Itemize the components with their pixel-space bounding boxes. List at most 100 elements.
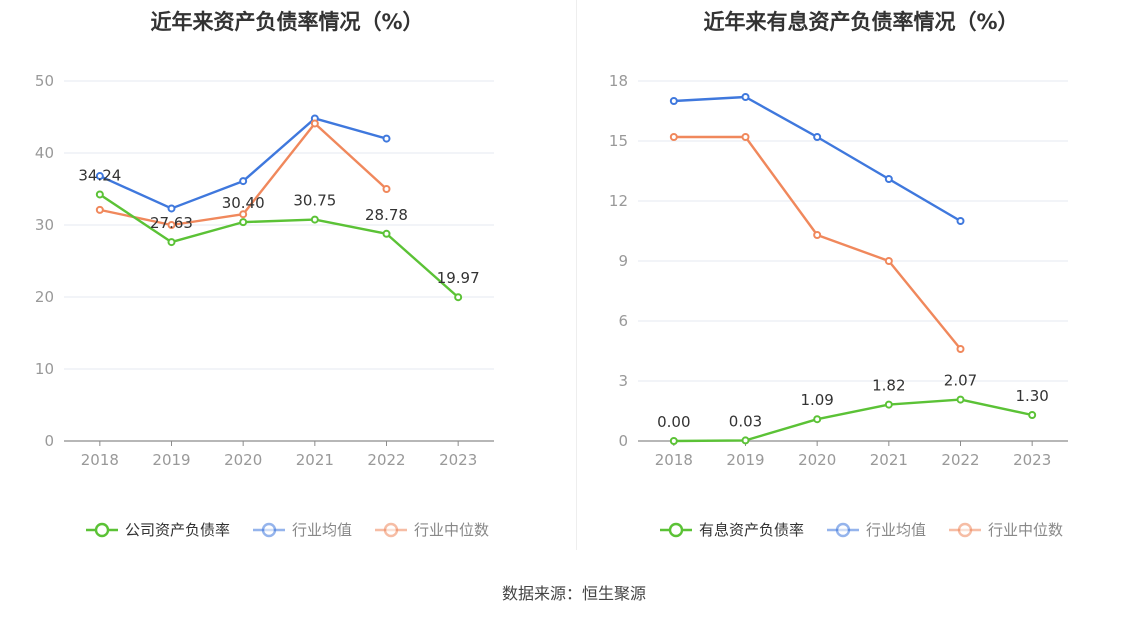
data-point: [669, 133, 678, 141]
legend-label: 公司资产负债率: [124, 521, 230, 539]
chart-panel-interest-debt-ratio: 近年来有息资产负债率情况（%） 0 3 6 9 12 15 18 2018 2019 2020 20…: [574, 0, 1148, 560]
line-chart-debt-ratio: 0 10 20 30 40 50 2018 2019 2020 2021 2022 2023 34.24…: [35, 72, 494, 469]
data-point: [741, 436, 750, 445]
data-point: [956, 345, 965, 353]
x-tick-label: 2022: [367, 451, 405, 469]
data-label: 30.40: [222, 194, 265, 212]
y-tick-label: 12: [609, 192, 628, 210]
y-tick-label: 40: [35, 144, 54, 162]
legend-label: 行业均值: [291, 521, 352, 539]
data-point: [167, 238, 176, 247]
series-line: [673, 95, 962, 223]
data-label: 1.82: [872, 377, 905, 395]
data-point: [167, 204, 176, 213]
x-tick-label: 2022: [941, 451, 979, 469]
data-label: 34.24: [78, 166, 121, 184]
series-line: [673, 398, 1033, 443]
legend-label: 行业中位数: [414, 521, 490, 539]
x-tick-label: 2023: [439, 451, 477, 469]
x-tick-label: 2019: [152, 451, 190, 469]
data-label: 0.03: [729, 412, 762, 430]
data-label: 28.78: [365, 206, 408, 224]
legend-item[interactable]: 公司资产负债率: [85, 519, 230, 540]
data-point: [884, 257, 893, 265]
data-label: 30.75: [293, 192, 336, 210]
y-tick-label: 6: [618, 312, 628, 330]
data-point: [454, 293, 463, 302]
data-point: [813, 231, 822, 239]
data-point: [382, 134, 391, 143]
line-chart-interest-debt-ratio: 0 3 6 9 12 15 18 2018 2019 2020 2021 2022 2023 0.00 0.…: [609, 72, 1068, 469]
data-point: [1028, 411, 1037, 419]
panel-divider: [576, 0, 577, 550]
data-point: [741, 133, 750, 141]
data-point: [95, 172, 104, 181]
data-point: [239, 210, 248, 219]
series-line: [99, 193, 459, 299]
y-tick-label: 50: [35, 72, 54, 90]
chart-title: 近年来资产负债率情况（%）: [150, 10, 424, 34]
data-point: [956, 395, 965, 404]
data-label: 1.30: [1015, 387, 1048, 405]
legend-item[interactable]: 行业均值: [252, 519, 352, 540]
y-tick-label: 0: [618, 432, 628, 450]
legend-item[interactable]: 有息资产负债率: [659, 519, 804, 540]
legend-line-circle-icon: [826, 522, 859, 537]
legend-label: 有息资产负债率: [698, 521, 804, 539]
data-label: 19.97: [437, 269, 480, 287]
x-tick-label: 2021: [296, 451, 334, 469]
data-point: [239, 177, 248, 186]
legend-line-circle-icon: [252, 522, 285, 537]
legend-item[interactable]: 行业均值: [826, 519, 926, 540]
y-tick-label: 15: [609, 132, 628, 150]
x-tick-label: 2018: [655, 451, 693, 469]
data-point: [382, 185, 391, 193]
chart-legend: 公司资产负债率 行业均值 行业中位数: [0, 519, 574, 540]
y-tick-label: 3: [618, 372, 628, 390]
legend-line-circle-icon: [375, 522, 407, 537]
data-point: [95, 190, 104, 199]
y-tick-label: 20: [35, 288, 54, 306]
data-point: [310, 119, 319, 128]
legend-item[interactable]: 行业中位数: [374, 519, 489, 540]
data-point: [884, 175, 893, 183]
legend-line-circle-icon: [949, 522, 981, 537]
x-tick-label: 2023: [1013, 451, 1051, 469]
legend-line-circle-icon: [659, 522, 692, 537]
data-point: [813, 133, 822, 141]
data-source-note: 数据来源：恒生聚源: [501, 584, 646, 603]
data-point: [669, 437, 678, 445]
data-point: [310, 215, 319, 224]
y-tick-label: 30: [35, 216, 54, 234]
y-tick-label: 9: [618, 252, 628, 270]
y-tick-label: 18: [609, 72, 628, 90]
legend-line-circle-icon: [85, 522, 118, 537]
data-point: [167, 221, 176, 229]
x-tick-label: 2020: [798, 451, 836, 469]
x-tick-label: 2019: [726, 451, 764, 469]
chart-legend: 有息资产负债率 行业均值 行业中位数: [574, 519, 1148, 540]
y-tick-label: 10: [35, 360, 54, 378]
x-tick-label: 2021: [870, 451, 908, 469]
legend-label: 行业均值: [865, 521, 926, 539]
chart-panel-debt-ratio: 近年来资产负债率情况（%） 0 10 20 30 40 50 2018 2019 2020 202…: [0, 0, 574, 560]
y-tick-label: 0: [44, 432, 54, 450]
data-label: 27.63: [150, 214, 193, 232]
data-point: [382, 229, 391, 238]
x-tick-label: 2018: [81, 451, 119, 469]
data-label: 0.00: [657, 413, 690, 431]
legend-label: 行业中位数: [988, 521, 1064, 539]
data-label: 2.07: [944, 372, 977, 390]
data-point: [741, 93, 750, 101]
legend-item[interactable]: 行业中位数: [948, 519, 1063, 540]
data-point: [813, 415, 822, 424]
chart-title: 近年来有息资产负债率情况（%）: [703, 10, 1019, 34]
data-point: [95, 205, 104, 214]
data-label: 1.09: [800, 391, 833, 409]
data-point: [956, 217, 965, 225]
x-tick-label: 2020: [224, 451, 262, 469]
data-point: [239, 218, 248, 227]
series-line: [673, 135, 962, 350]
data-point: [884, 400, 893, 409]
data-point: [669, 97, 678, 105]
